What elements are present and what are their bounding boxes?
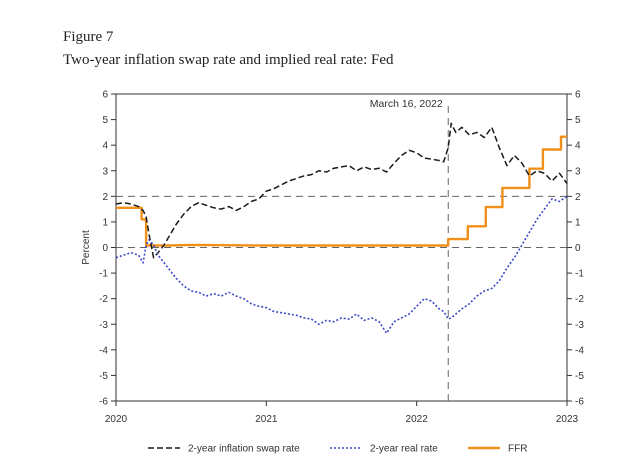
y-axis-label: Percent [81,230,92,265]
y-tick-label-left: -4 [99,345,108,356]
y-tick-label-left: 4 [102,141,108,152]
y-tick-label-right: 5 [575,115,581,126]
y-tick-label-left: 6 [102,90,108,101]
y-tick-label-right: -2 [575,294,584,305]
y-tick-label-right: 3 [575,166,581,177]
y-tick-label-right: -3 [575,320,584,331]
y-tick-label-left: 3 [102,166,108,177]
y-tick-label-right: -4 [575,345,584,356]
y-tick-label-right: -1 [575,269,584,280]
figure-title: Two-year inflation swap rate and implied… [63,52,394,68]
march-16-2022-label: March 16, 2022 [370,98,443,110]
legend: 2-year inflation swap rate 2-year real ra… [148,444,527,455]
y-tick-label-left: 1 [102,217,108,228]
y-tick-label-right: -6 [575,397,584,408]
series-line-ffr [116,135,567,247]
x-tick-label: 2020 [105,414,128,425]
y-tick-label-right: 1 [575,217,581,228]
x-tick-label: 2023 [556,414,579,425]
figure-label: Figure 7 [63,29,114,45]
y-tick-label-left: -3 [99,320,108,331]
y-tick-label-right: 6 [575,90,581,101]
x-tick-label: 2021 [255,414,278,425]
legend-label: 2-year real rate [370,444,438,455]
y-tick-label-left: -5 [99,371,108,382]
legend-label: FFR [508,444,527,455]
legend-label: 2-year inflation swap rate [188,444,300,455]
y-tick-label-left: 5 [102,115,108,126]
y-tick-label-left: 2 [102,192,108,203]
y-tick-label-left: -1 [99,269,108,280]
series-line-2-year-real-rate [115,195,568,335]
plot-frame [115,93,568,402]
y-tick-label-left: -2 [99,294,108,305]
y-tick-label-left: 0 [102,243,108,254]
y-tick-label-right: 2 [575,192,581,203]
series-line-2-year-inflation-swap-rate [115,122,568,259]
y-tick-label-right: -5 [575,371,584,382]
x-tick-label: 2022 [406,414,429,425]
y-tick-label-right: 4 [575,141,581,152]
y-tick-label-right: 0 [575,243,581,254]
y-tick-label-left: -6 [99,397,108,408]
